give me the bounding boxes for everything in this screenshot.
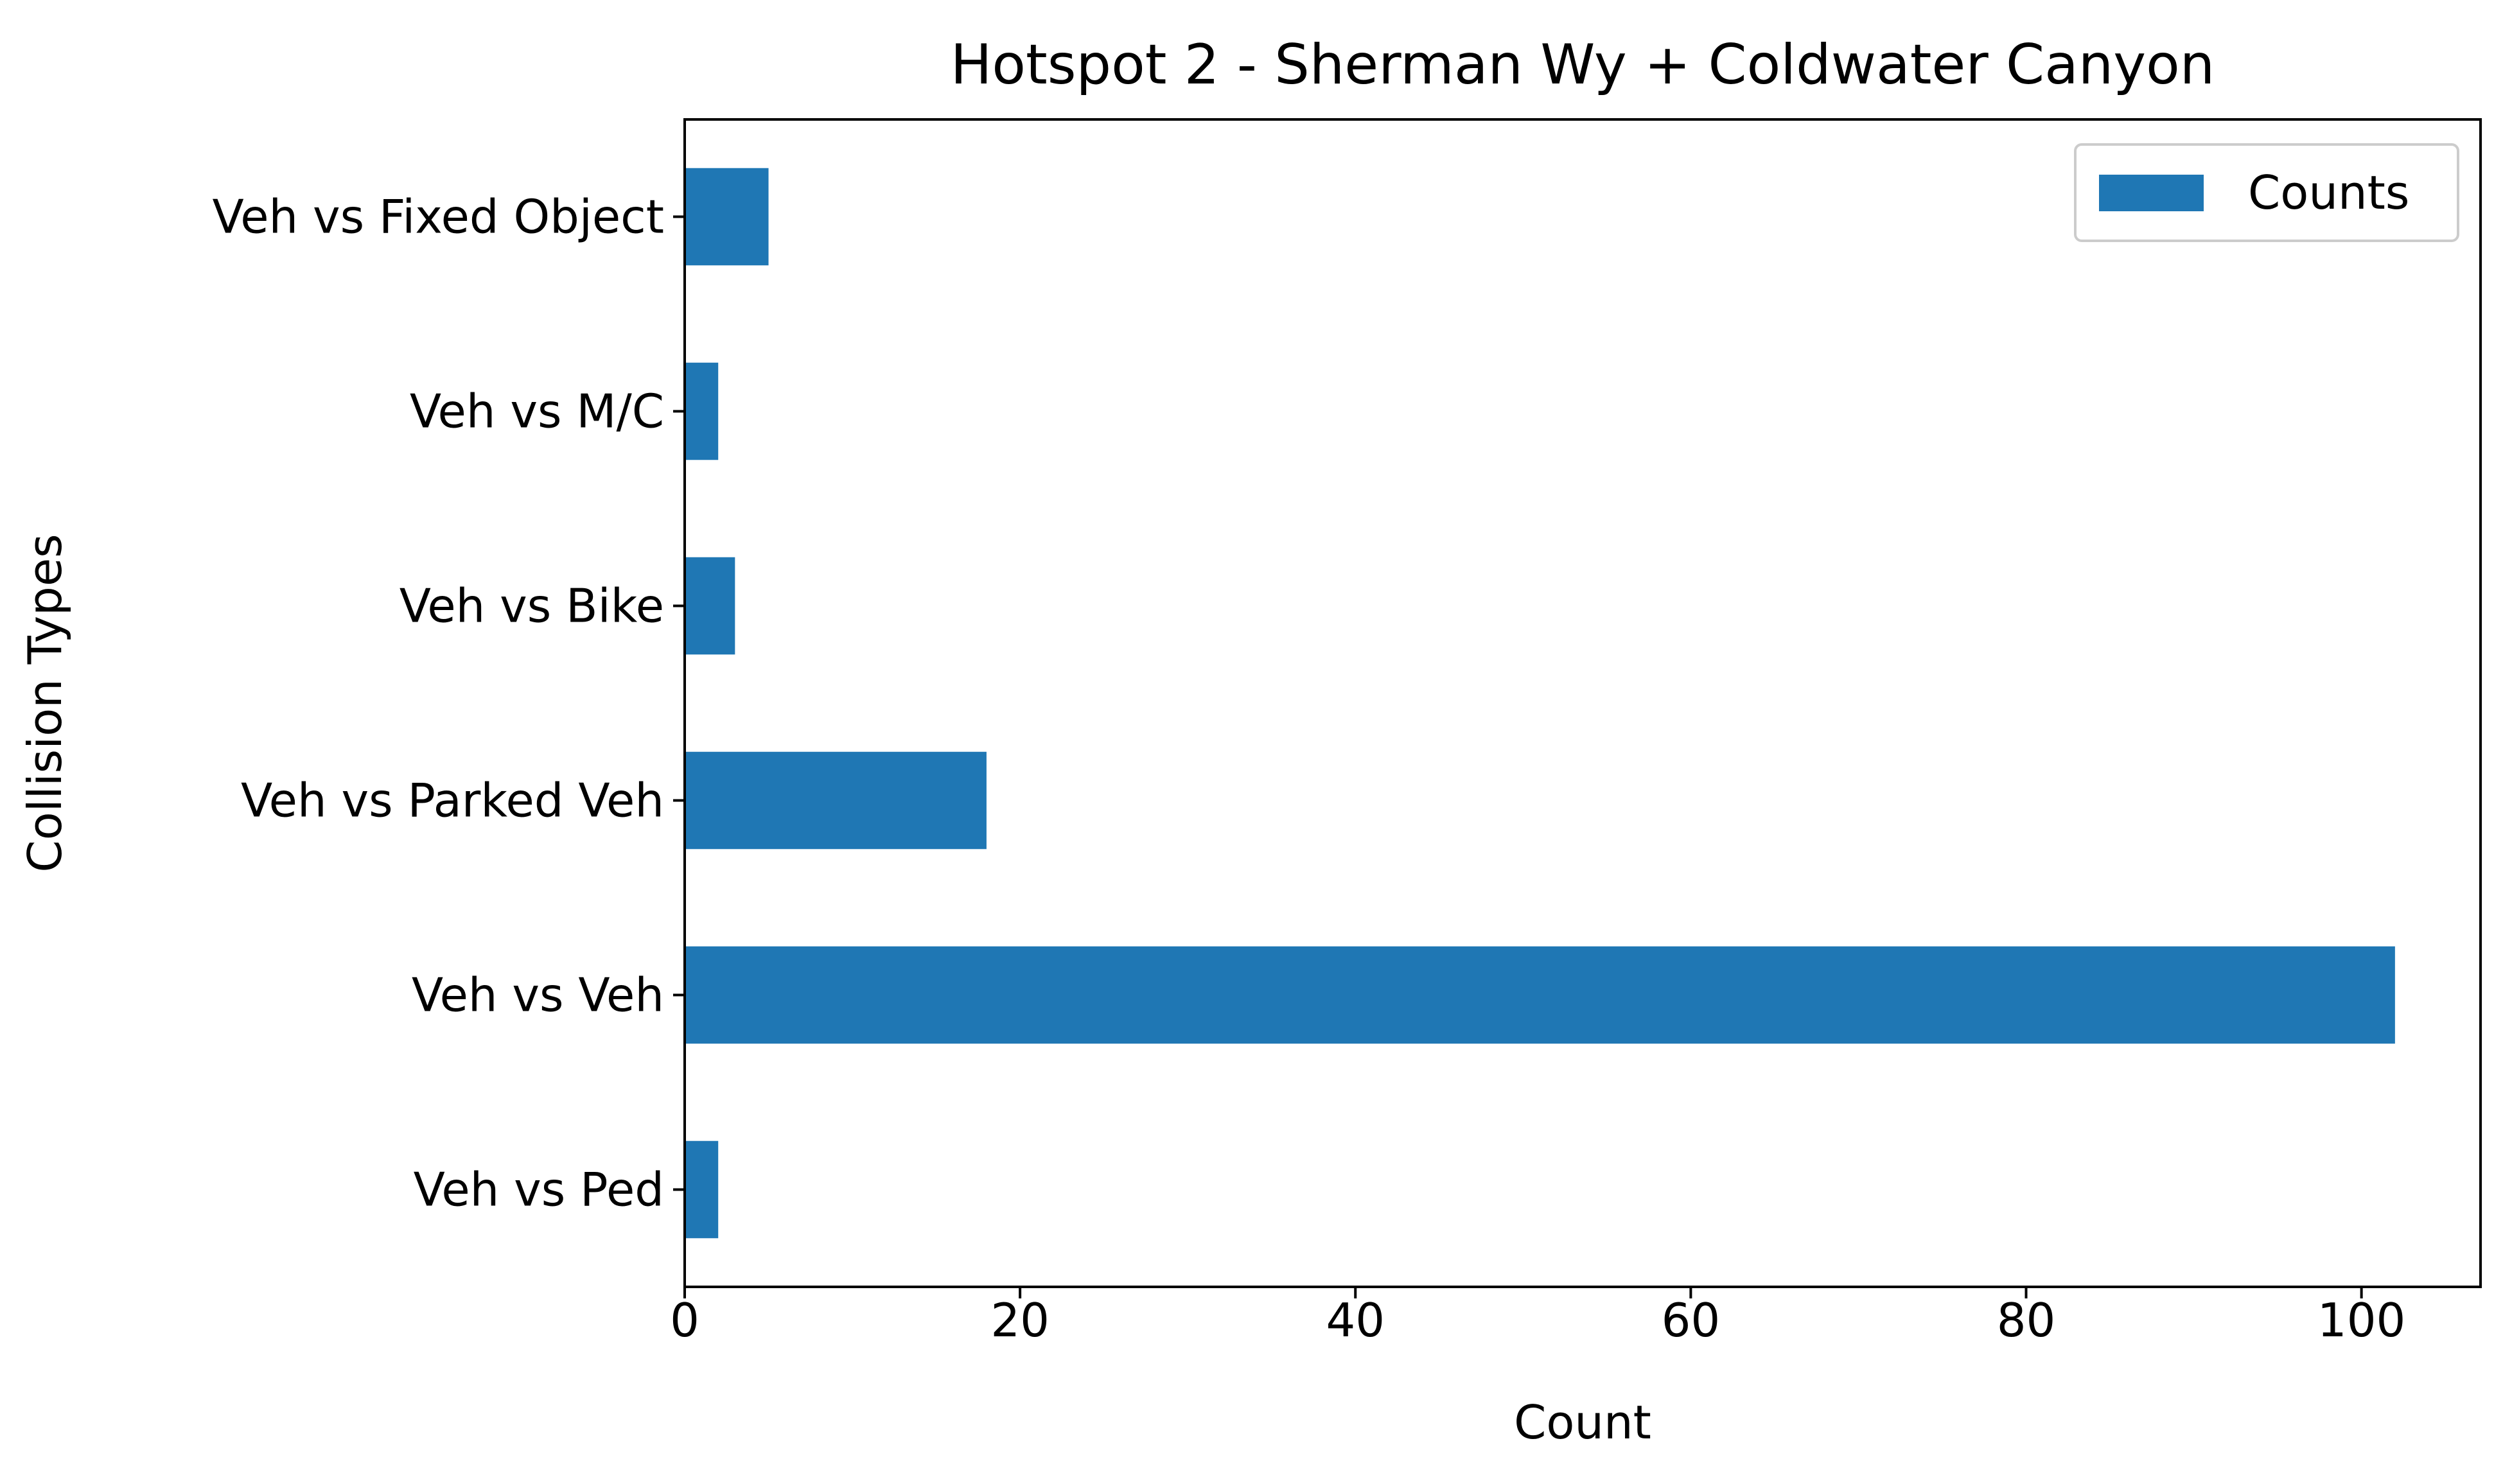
bar-veh-vs-fixed-object [685, 168, 769, 266]
y-axis-label: Collision Types [18, 534, 72, 872]
x-tick-label: 40 [1326, 1293, 1385, 1347]
y-tick-label: Veh vs Parked Veh [241, 774, 664, 828]
bar-veh-vs-veh [685, 946, 2395, 1044]
x-tick-label: 100 [2317, 1293, 2405, 1347]
legend-box [2074, 143, 2459, 242]
y-tick-label: Veh vs M/C [410, 385, 664, 439]
bar-veh-vs-ped [685, 1140, 719, 1239]
bar-veh-vs-parked-veh [685, 751, 987, 850]
y-tick-label: Veh vs Ped [414, 1163, 664, 1217]
y-tick-label: Veh vs Fixed Object [213, 190, 664, 244]
x-axis-ticks: 0 20 40 60 80 100 [670, 1287, 2405, 1347]
y-tick-label: Veh vs Veh [412, 968, 664, 1022]
x-tick-label: 20 [990, 1293, 1050, 1347]
bar-veh-vs-m-c [685, 362, 719, 460]
y-tick-label: Veh vs Bike [400, 579, 664, 633]
chart-title: Hotspot 2 - Sherman Wy + Coldwater Canyo… [951, 33, 2215, 97]
y-axis-ticks: Veh vs Ped Veh vs Veh Veh vs Parked Veh Veh… [213, 190, 685, 1217]
x-tick-label: 80 [1997, 1293, 2056, 1347]
bars-layer [685, 168, 2395, 1239]
legend-swatch [2099, 175, 2204, 211]
x-axis-label: Count [1514, 1395, 1651, 1449]
x-tick-label: 0 [670, 1293, 699, 1347]
legend: Counts [2074, 143, 2459, 242]
bar-veh-vs-bike [685, 557, 735, 655]
x-tick-label: 60 [1662, 1293, 1721, 1347]
legend-label: Counts [2248, 166, 2409, 220]
plot-area-frame [683, 118, 2482, 1288]
